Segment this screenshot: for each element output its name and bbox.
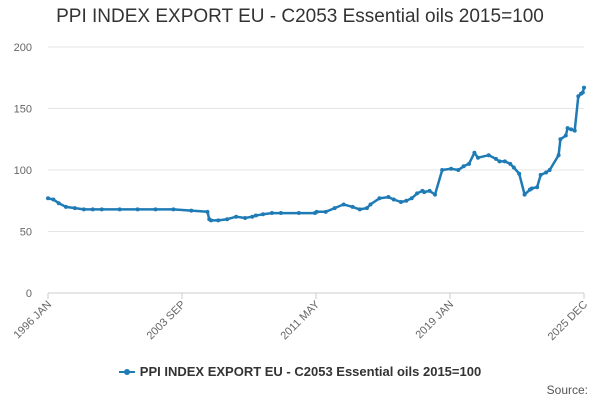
data-point	[440, 168, 445, 172]
data-point	[558, 137, 563, 142]
y-tick-label-50: 50	[20, 227, 32, 239]
data-point	[449, 166, 454, 171]
chart-title: PPI INDEX EXPORT EU - C2053 Essential oi…	[56, 6, 544, 27]
data-point	[135, 207, 140, 212]
data-point	[253, 213, 258, 218]
data-point	[209, 218, 214, 223]
data-point	[461, 164, 466, 169]
series-line	[47, 87, 586, 222]
data-point	[409, 196, 414, 201]
data-point	[517, 171, 522, 176]
data-point	[502, 159, 507, 164]
data-point	[278, 211, 283, 216]
data-point	[472, 150, 477, 155]
data-point	[391, 197, 396, 202]
x-tick-label: 2003 SEP	[145, 299, 189, 343]
data-point	[332, 206, 337, 211]
data-point	[153, 207, 158, 212]
x-tick-label: 1996 JAN	[11, 299, 54, 342]
data-point	[565, 126, 570, 131]
data-point	[522, 192, 527, 197]
data-point	[364, 206, 369, 211]
data-point	[427, 188, 432, 193]
data-point	[486, 153, 491, 158]
data-point	[357, 207, 362, 212]
data-point	[497, 159, 502, 164]
x-tick-label: 2025 DEC	[546, 299, 590, 343]
data-point	[323, 209, 328, 214]
data-point	[556, 153, 561, 158]
legend-line-marker-icon	[118, 368, 135, 375]
data-point	[398, 199, 403, 204]
data-point	[250, 214, 255, 219]
data-point	[225, 217, 230, 222]
data-point	[569, 127, 574, 132]
data-point	[511, 165, 516, 170]
legend[interactable]: PPI INDEX EXPORT EU - C2053 Essential oi…	[0, 364, 600, 379]
data-point	[582, 85, 586, 90]
y-tick-label-150: 150	[14, 104, 32, 116]
data-point	[563, 133, 568, 138]
data-point	[432, 192, 437, 197]
data-point	[422, 190, 427, 195]
data-point	[72, 206, 77, 211]
data-point	[117, 207, 122, 212]
source-label: Source:	[546, 383, 588, 397]
data-point	[90, 207, 95, 212]
data-point	[46, 196, 50, 201]
data-point	[269, 211, 274, 216]
data-point	[368, 202, 373, 207]
data-point	[456, 168, 461, 172]
data-point	[415, 191, 420, 196]
data-point	[296, 211, 301, 216]
data-point	[475, 155, 480, 160]
data-point	[189, 208, 194, 213]
y-tick-label-200: 200	[14, 42, 32, 54]
data-point	[234, 214, 239, 219]
data-point	[260, 212, 265, 217]
data-point	[314, 209, 319, 214]
data-point	[51, 197, 56, 202]
data-point	[56, 201, 61, 206]
data-point	[547, 168, 552, 172]
data-point	[572, 128, 577, 133]
data-point	[508, 161, 513, 166]
data-point	[205, 209, 210, 214]
data-point	[580, 90, 585, 95]
data-point	[386, 195, 391, 200]
data-point	[576, 94, 581, 99]
data-point	[99, 207, 104, 212]
data-point	[63, 204, 68, 209]
data-point	[341, 202, 346, 207]
data-point	[493, 156, 498, 161]
x-tick-label: 2019 JAN	[413, 299, 456, 342]
data-point	[350, 204, 355, 209]
data-point	[538, 172, 543, 177]
data-point	[216, 218, 221, 223]
data-point	[377, 196, 382, 201]
data-point	[535, 185, 540, 190]
data-point	[171, 207, 176, 212]
legend-label: PPI INDEX EXPORT EU - C2053 Essential oi…	[139, 364, 482, 379]
data-point	[544, 170, 549, 175]
data-point	[529, 186, 534, 191]
data-point	[81, 207, 86, 212]
data-point	[243, 215, 248, 220]
y-tick-label-0: 0	[26, 288, 32, 300]
x-tick-label: 2011 MAY	[278, 298, 322, 342]
data-point	[467, 161, 472, 166]
data-point	[404, 198, 409, 203]
y-tick-label-100: 100	[14, 165, 32, 177]
